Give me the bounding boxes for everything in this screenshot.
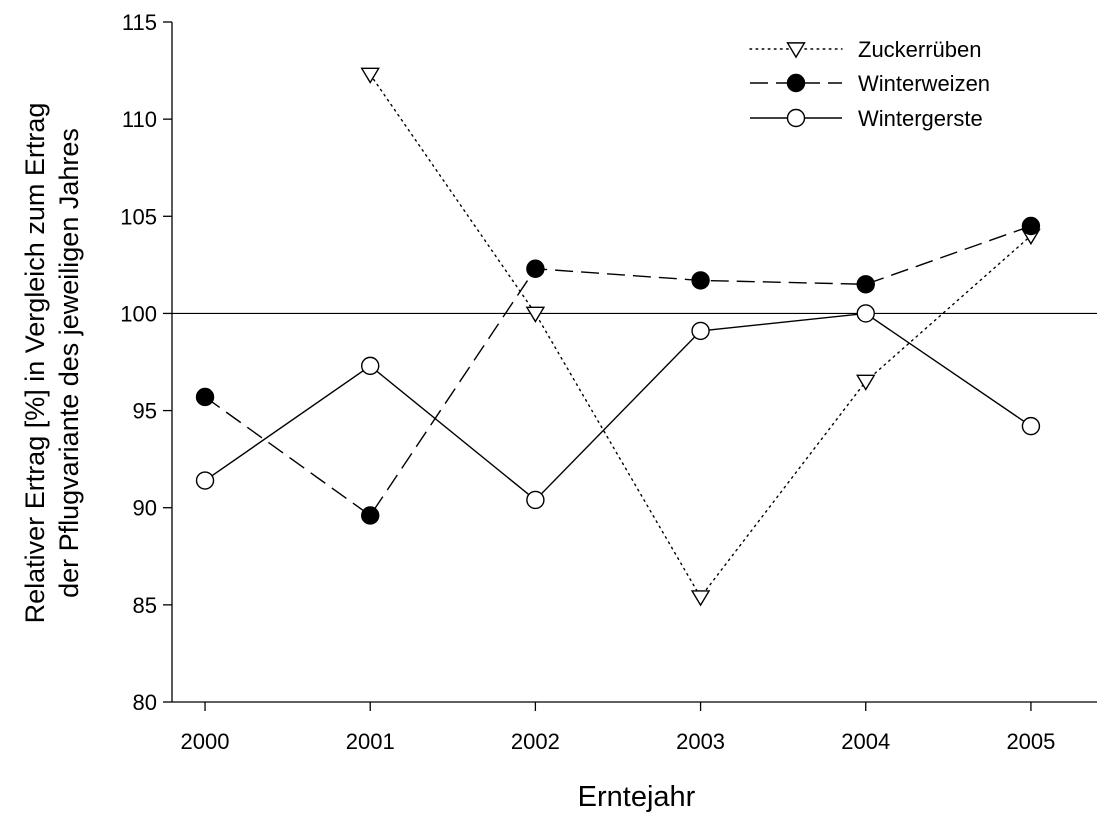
- legend-marker: [786, 73, 806, 93]
- legend-item: Zuckerrüben: [749, 37, 982, 62]
- data-point: [856, 275, 875, 294]
- data-point: [195, 387, 215, 407]
- y-tick-label: 90: [133, 496, 157, 521]
- y-tick-label: 115: [122, 10, 157, 35]
- y-axis-label-line-1: Relativer Ertrag [%] in Vergleich zum Er…: [20, 103, 50, 624]
- legend-marker: [786, 108, 806, 128]
- data-point: [195, 471, 215, 490]
- data-point: [360, 67, 380, 84]
- legend-item: Wintergerste: [750, 106, 983, 131]
- data-point: [856, 374, 876, 391]
- data-point: [525, 306, 546, 323]
- y-axis-label-line-2: der Pflugvariante des jeweiligen Jahres: [54, 128, 84, 598]
- y-tick-label: 100: [120, 301, 157, 326]
- legend-label: Zuckerrüben: [858, 37, 982, 62]
- y-tick-label: 95: [133, 399, 157, 424]
- data-point: [690, 590, 711, 607]
- legend-label: Wintergerste: [858, 106, 983, 131]
- legend-item: Winterweizen: [750, 71, 990, 96]
- data-point: [1021, 416, 1041, 436]
- x-tick-label: 2002: [511, 729, 560, 754]
- legend-marker: [786, 42, 806, 59]
- y-axis-label: Relativer Ertrag [%] in Vergleich zum Er…: [20, 103, 84, 624]
- data-point: [361, 356, 380, 376]
- data-point: [526, 490, 545, 510]
- series-line: [369, 73, 1032, 599]
- y-tick-label: 85: [133, 593, 157, 618]
- data-point: [691, 321, 710, 341]
- data-point: [691, 271, 710, 290]
- x-tick-label: 2003: [676, 729, 725, 754]
- legend-label: Winterweizen: [858, 71, 990, 96]
- x-tick-label: 2000: [181, 729, 230, 754]
- y-ticks: 80 85 90 95 100 105 110 115: [120, 10, 172, 715]
- y-tick-label: 110: [122, 107, 157, 132]
- data-point: [361, 506, 380, 525]
- series-3: [195, 304, 1041, 510]
- legend: Zuckerrüben Winterweizen Wintergerste: [749, 37, 990, 131]
- x-tick-label: 2004: [841, 729, 890, 754]
- x-axis-label: Erntejahr: [578, 781, 696, 813]
- x-tick-label: 2001: [346, 729, 395, 754]
- data-point: [1021, 216, 1041, 236]
- series-2: [195, 216, 1041, 525]
- series-group: [195, 67, 1041, 607]
- axes: [171, 22, 1097, 703]
- x-tick-label: 2005: [1006, 729, 1055, 754]
- x-ticks: 2000 2001 2002 2003 2004 2005: [181, 702, 1055, 754]
- y-tick-label: 105: [120, 204, 157, 229]
- data-point: [856, 304, 875, 323]
- y-tick-label: 80: [133, 690, 157, 715]
- series-line: [204, 312, 1032, 501]
- data-point: [526, 259, 545, 278]
- series-line: [204, 225, 1032, 517]
